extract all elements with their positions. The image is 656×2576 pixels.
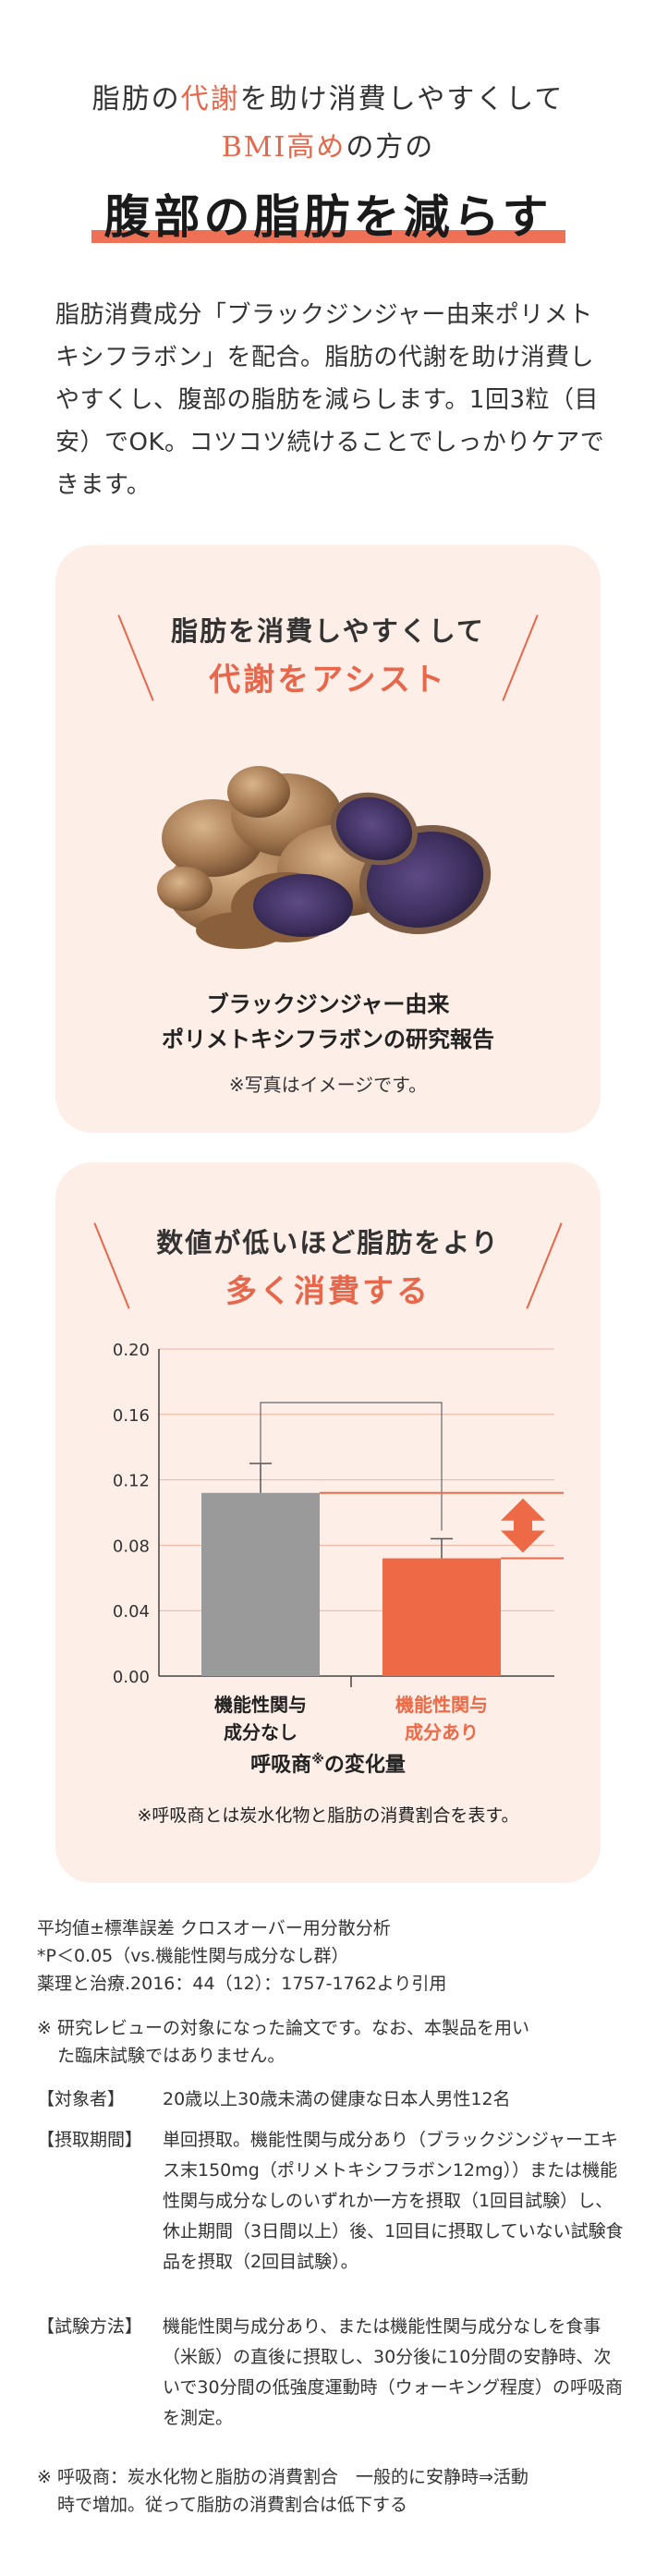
study-caption-line2: ポリメトキシフラボンの研究報告 <box>162 1027 494 1052</box>
difference-arrow <box>501 1498 545 1553</box>
stats-note-1: 平均値±標準誤差 クロスオーバー用分散分析 <box>37 1918 391 1938</box>
rq-definition-line1: ※ 呼吸商：炭水化物と脂肪の消費割合 一般的に安静時⇒活動 <box>37 2467 528 2487</box>
stats-note-3: 薬理と治療.2016：44（12）：1757-1762より引用 <box>37 1974 447 1994</box>
rq-definition: ※ 呼吸商：炭水化物と脂肪の消費割合 一般的に安静時⇒活動 時で増加。従って脂肪… <box>37 2463 628 2519</box>
headline: 腹部の脂肪を減らす <box>91 180 565 247</box>
photo-note: ※写真はイメージです。 <box>228 1074 428 1096</box>
category-label: 機能性関与 <box>214 1694 307 1716</box>
ingredient-panel: 脂肪を消費しやすくして 代謝をアシスト <box>55 545 601 1133</box>
panel2-heading-line2: 多く消費する <box>225 1273 431 1310</box>
panel1-heading: 脂肪を消費しやすくして 代謝をアシスト <box>55 610 601 699</box>
stats-note-2: *P＜0.05（vs.機能性関与成分なし群） <box>37 1946 349 1966</box>
bar <box>383 1558 501 1676</box>
metric-note-mark: ※ <box>311 1752 324 1768</box>
header-highlight-bmi: BMI高め <box>221 131 346 164</box>
rq-definition-line2: 時で増加。従って脂肪の消費割合は低下する <box>57 2495 408 2515</box>
y-tick-label: 0.12 <box>113 1472 150 1491</box>
stats-notes: 平均値±標準誤差 クロスオーバー用分散分析 *P＜0.05（vs.機能性関与成分… <box>37 1914 628 1998</box>
headline-wrap: 腹部の脂肪を減らす <box>0 180 656 247</box>
header-text: 脂肪の <box>91 83 181 115</box>
study-caption: ブラックジンジャー由来 ポリメトキシフラボンの研究報告 <box>55 987 601 1057</box>
panel1-heading-line2: 代謝をアシスト <box>209 662 447 699</box>
y-tick-label: 0.20 <box>113 1341 150 1360</box>
review-note-line2: た臨床試験ではありません。 <box>57 2046 285 2066</box>
metric-label-suffix: の変化量 <box>323 1754 406 1777</box>
y-tick-label: 0.00 <box>113 1668 150 1687</box>
header-text: を助け消費しやすくして <box>239 83 565 115</box>
intro-text: 脂肪消費成分「ブラックジンジャー由来ポリメトキシフラボン」を配合。脂肪の代謝を助… <box>55 301 605 499</box>
panel2-heading-line1: 数値が低いほど脂肪をより <box>156 1227 500 1258</box>
period-label: 【摂取期間】 <box>37 2130 143 2150</box>
study-caption-line1: ブラックジンジャー由来 <box>206 991 450 1017</box>
metric-label: 呼吸商 <box>250 1754 312 1777</box>
category-label: 成分あり <box>405 1721 479 1744</box>
method-value: 機能性関与成分あり、または機能性関与成分なしを食事（米飯）の直後に摂取し、30分… <box>163 2316 624 2428</box>
y-tick-label: 0.08 <box>113 1537 150 1556</box>
category-label: 成分なし <box>224 1721 298 1744</box>
chart-metric-label: 呼吸商※の変化量 <box>55 1748 601 1778</box>
header-line-1: 脂肪の代謝を助け消費しやすくして <box>0 76 656 116</box>
chart-panel: 数値が低いほど脂肪をより 多く消費する 0.20 0.16 0.12 0.08 0.04… <box>55 1162 601 1883</box>
respiratory-quotient-chart: 0.20 0.16 0.12 0.08 0.04 0.00 機能性関与成分なし 機能性関与成分… <box>113 1341 564 1744</box>
header-highlight-metabolism: 代謝 <box>180 83 240 115</box>
y-tick-label: 0.16 <box>113 1406 150 1426</box>
bar <box>201 1492 320 1676</box>
header-text: の方の <box>346 131 435 164</box>
method-label: 【試験方法】 <box>37 2316 143 2337</box>
rq-note: ※呼吸商とは炭水化物と脂肪の消費割合を表す。 <box>137 1805 519 1826</box>
category-label: 機能性関与 <box>395 1694 488 1716</box>
panel2-heading: 数値が低いほど脂肪をより 多く消費する <box>55 1221 601 1311</box>
panel1-heading-line1: 脂肪を消費しやすくして <box>171 615 485 647</box>
subjects-value: 20歳以上30歳未満の健康な日本人男性12名 <box>163 2089 511 2109</box>
significance-bracket <box>260 1402 443 1531</box>
subjects-label: 【対象者】 <box>37 2089 126 2109</box>
period-value: 単回摂取。機能性関与成分あり（ブラックジンジャーエキス末150mg（ポリメトキシ… <box>163 2130 624 2272</box>
review-note-line1: ※ 研究レビューの対象になった論文です。なお、本製品を用い <box>37 2018 530 2038</box>
header-line-2: BMI高めの方の <box>0 124 656 164</box>
review-note: ※ 研究レビューの対象になった論文です。なお、本製品を用い た臨床試験ではありま… <box>37 2014 628 2070</box>
black-ginger-image <box>157 766 492 949</box>
y-tick-label: 0.04 <box>113 1602 150 1622</box>
